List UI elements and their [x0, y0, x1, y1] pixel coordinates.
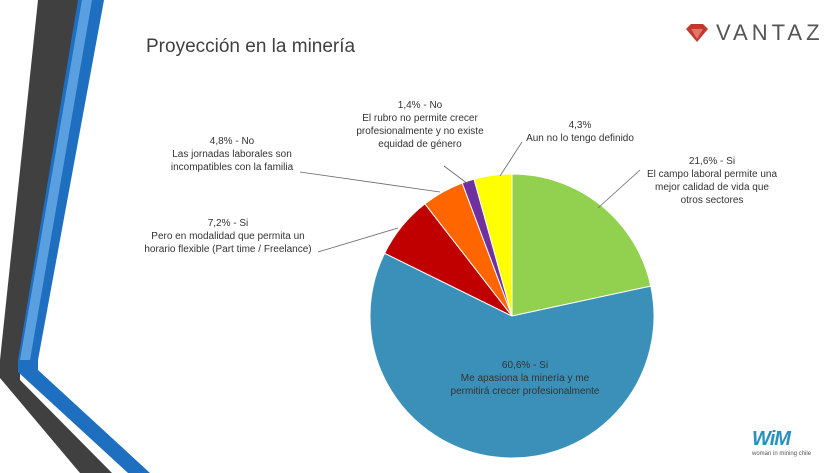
slice-pct-si_calidad: 21,6% - Si: [689, 156, 735, 167]
slice-text-no_equidad: equidad de género: [378, 139, 462, 150]
slice-text-si_calidad: otros sectores: [681, 195, 744, 206]
leader-line-si_calidad: [597, 169, 641, 209]
slice-text-si_calidad: El campo laboral permite una: [647, 169, 778, 180]
slice-label-no_equidad: 1,4% - No El rubro no permite crecer profe…: [356, 100, 484, 150]
slice-pct-no_equidad: 1,4% - No: [398, 100, 443, 111]
leader-line-no_equidad: [443, 165, 469, 185]
pie-slice-si_apasiona: [369, 252, 655, 459]
leader-line-si_freelance: [317, 227, 399, 253]
slice-label-si_apasiona: 60,6% - Si Me apasiona la minería y me per…: [451, 360, 600, 397]
slice-text-si_apasiona: permitirá crecer profesionalmente: [451, 386, 600, 397]
slice-label-aun_no: 4,3% Aun no lo tengo definido: [526, 120, 634, 144]
slice-label-si_calidad: 21,6% - Si El campo laboral permite una me…: [647, 156, 778, 206]
slice-text-si_freelance: Pero en modalidad que permita un: [151, 231, 304, 242]
slice-text-si_calidad: mejor calidad de vida que: [655, 182, 769, 193]
slice-text-no_equidad: El rubro no permite crecer: [362, 113, 478, 124]
slice-text-no_jornadas: Las jornadas laborales son: [172, 149, 292, 160]
page-title: Proyección en la minería: [146, 36, 356, 57]
slice-pct-no_jornadas: 4,8% - No: [210, 136, 255, 147]
brand-name: VANTAZ: [716, 20, 824, 45]
footer-tagline: woman in mining chile: [752, 451, 812, 457]
slice-text-no_equidad: profesionalmente y no existe: [356, 126, 484, 137]
brand-logo: VANTAZ: [686, 18, 824, 48]
leader-line-aun_no: [499, 141, 523, 177]
pie-slice-aun_no: [473, 173, 513, 317]
slice-label-si_freelance: 7,2% - Si Pero en modalidad que permita u…: [144, 218, 311, 255]
slice-text-si_apasiona: Me apasiona la minería y me: [461, 373, 590, 384]
stripe-dark: [0, 0, 112, 473]
leader-line-no_jornadas: [299, 171, 441, 193]
slice-pct-si_freelance: 7,2% - Si: [208, 218, 249, 229]
footer-logo: WiM woman in mining chile: [752, 428, 822, 470]
slice-text-no_jornadas: incompatibles con la familia: [171, 162, 294, 173]
footer-logo-text: WiM: [752, 428, 791, 450]
slice-pct-si_apasiona: 60,6% - Si: [502, 360, 548, 371]
slice-text-aun_no: Aun no lo tengo definido: [526, 133, 634, 144]
slice-label-no_jornadas: 4,8% - No Las jornadas laborales son incom…: [171, 136, 294, 173]
slice-text-si_freelance: horario flexible (Part time / Freelance): [144, 244, 311, 255]
slice-pct-aun_no: 4,3%: [569, 120, 592, 131]
stripe-blue-light: [20, 0, 92, 360]
diamond-icon: [686, 24, 708, 42]
